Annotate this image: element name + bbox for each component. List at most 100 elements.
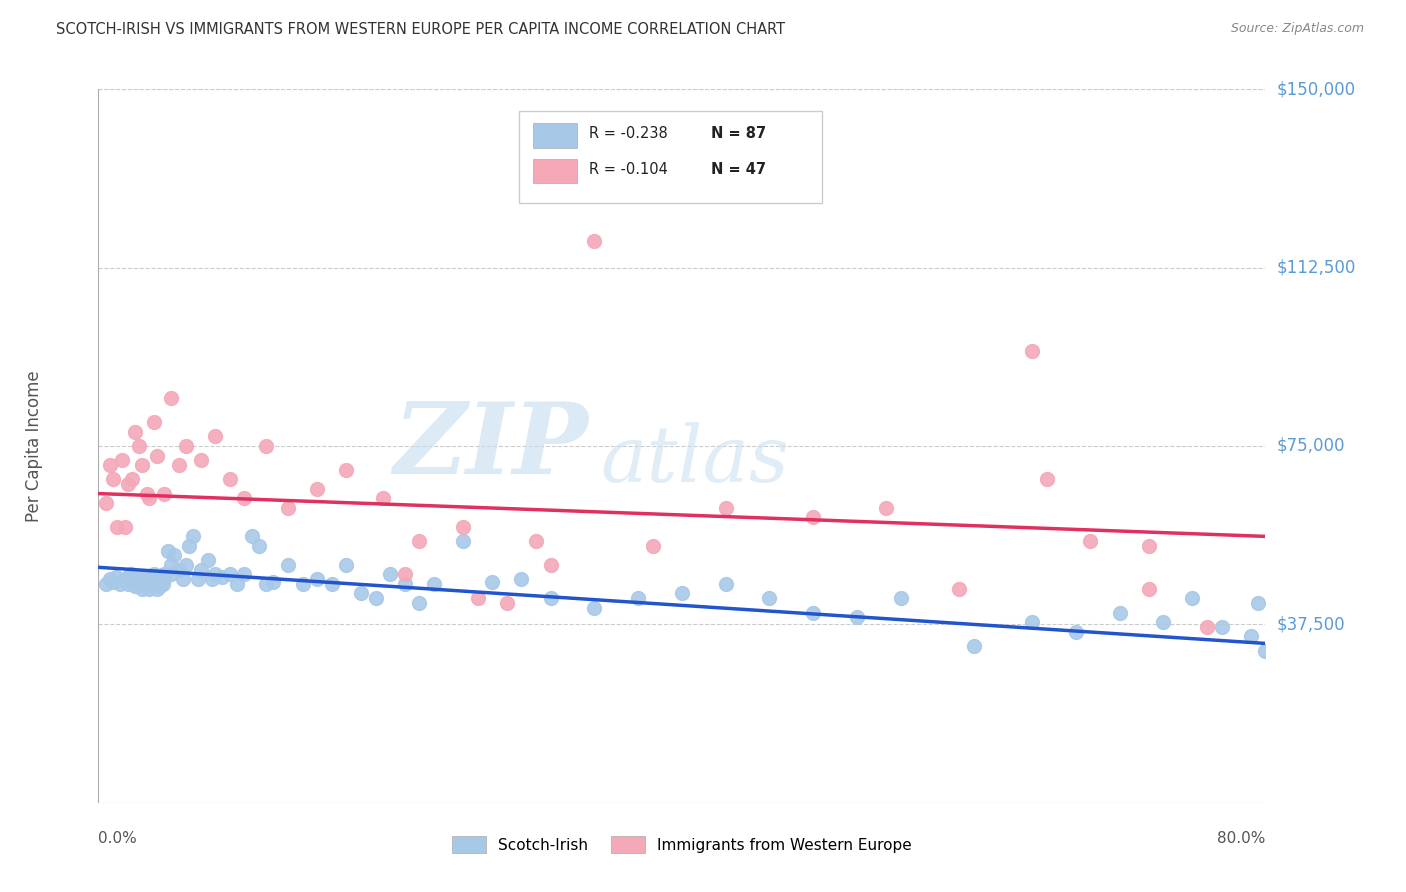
Point [146, 574, 169, 589]
Point [160, 392, 183, 406]
Point [875, 500, 897, 515]
Point [233, 567, 256, 582]
Point [277, 500, 299, 515]
Point [714, 577, 737, 591]
Point [128, 570, 150, 584]
Point [190, 563, 212, 577]
Point [1108, 606, 1130, 620]
Point [138, 491, 160, 506]
Point [142, 415, 165, 429]
Point [540, 558, 562, 572]
Point [101, 574, 124, 589]
Point [172, 572, 194, 586]
Point [641, 539, 664, 553]
Point [117, 577, 139, 591]
Point [124, 572, 146, 586]
Point [187, 572, 209, 586]
Point [262, 574, 284, 589]
Point [94, 577, 117, 591]
Point [204, 429, 226, 443]
Point [110, 577, 132, 591]
Text: $75,000: $75,000 [1277, 437, 1346, 455]
Point [1137, 539, 1160, 553]
Point [408, 596, 430, 610]
Point [321, 577, 343, 591]
Point [160, 558, 183, 572]
Point [190, 453, 212, 467]
Point [152, 577, 174, 591]
Point [218, 567, 240, 582]
Point [120, 574, 142, 589]
Point [142, 567, 165, 582]
Text: SCOTCH-IRISH VS IMMIGRANTS FROM WESTERN EUROPE PER CAPITA INCOME CORRELATION CHA: SCOTCH-IRISH VS IMMIGRANTS FROM WESTERN … [56, 22, 786, 37]
Point [117, 477, 139, 491]
Point [131, 572, 153, 586]
Point [714, 500, 737, 515]
Point [350, 586, 373, 600]
Point [394, 577, 416, 591]
Point [101, 472, 124, 486]
Point [138, 582, 160, 596]
Text: N = 87: N = 87 [711, 126, 766, 141]
Point [128, 439, 150, 453]
Point [146, 582, 169, 596]
Point [495, 596, 517, 610]
Point [114, 520, 136, 534]
Point [181, 529, 204, 543]
Point [1181, 591, 1204, 606]
Text: Source: ZipAtlas.com: Source: ZipAtlas.com [1230, 22, 1364, 36]
Point [247, 539, 270, 553]
Point [149, 579, 172, 593]
Point [104, 570, 127, 584]
Text: Per Capita Income: Per Capita Income [25, 370, 44, 522]
Point [141, 574, 163, 589]
Point [423, 577, 446, 591]
Point [583, 600, 606, 615]
Point [98, 572, 121, 586]
Point [226, 577, 249, 591]
Point [177, 539, 200, 553]
Text: $150,000: $150,000 [1277, 80, 1355, 98]
Text: 0.0%: 0.0% [98, 831, 138, 847]
Point [467, 591, 489, 606]
Point [98, 458, 121, 472]
Point [890, 591, 912, 606]
Point [150, 572, 173, 586]
Point [135, 572, 157, 586]
Point [146, 449, 169, 463]
Point [105, 520, 128, 534]
Point [174, 439, 197, 453]
Point [1247, 596, 1270, 610]
Point [139, 572, 162, 586]
Point [135, 486, 157, 500]
Point [197, 553, 219, 567]
Point [233, 491, 256, 506]
Point [371, 491, 394, 506]
Point [160, 567, 183, 582]
Point [671, 586, 693, 600]
Point [583, 235, 606, 249]
Point [124, 425, 146, 439]
Point [451, 534, 474, 549]
Point [1240, 629, 1263, 643]
Point [394, 567, 416, 582]
Point [524, 534, 547, 549]
Legend: Scotch-Irish, Immigrants from Western Europe: Scotch-Irish, Immigrants from Western Eu… [446, 830, 918, 859]
Point [451, 520, 474, 534]
Point [801, 510, 824, 524]
Point [540, 591, 562, 606]
Point [201, 572, 224, 586]
Point [1080, 534, 1102, 549]
Point [121, 472, 143, 486]
Point [153, 567, 176, 582]
Text: ZIP: ZIP [394, 398, 589, 494]
Point [153, 486, 176, 500]
Point [163, 549, 186, 563]
Point [291, 577, 314, 591]
Point [124, 579, 146, 593]
Point [114, 572, 136, 586]
Point [481, 574, 503, 589]
Point [1064, 624, 1087, 639]
Point [1021, 343, 1043, 358]
Point [167, 458, 190, 472]
